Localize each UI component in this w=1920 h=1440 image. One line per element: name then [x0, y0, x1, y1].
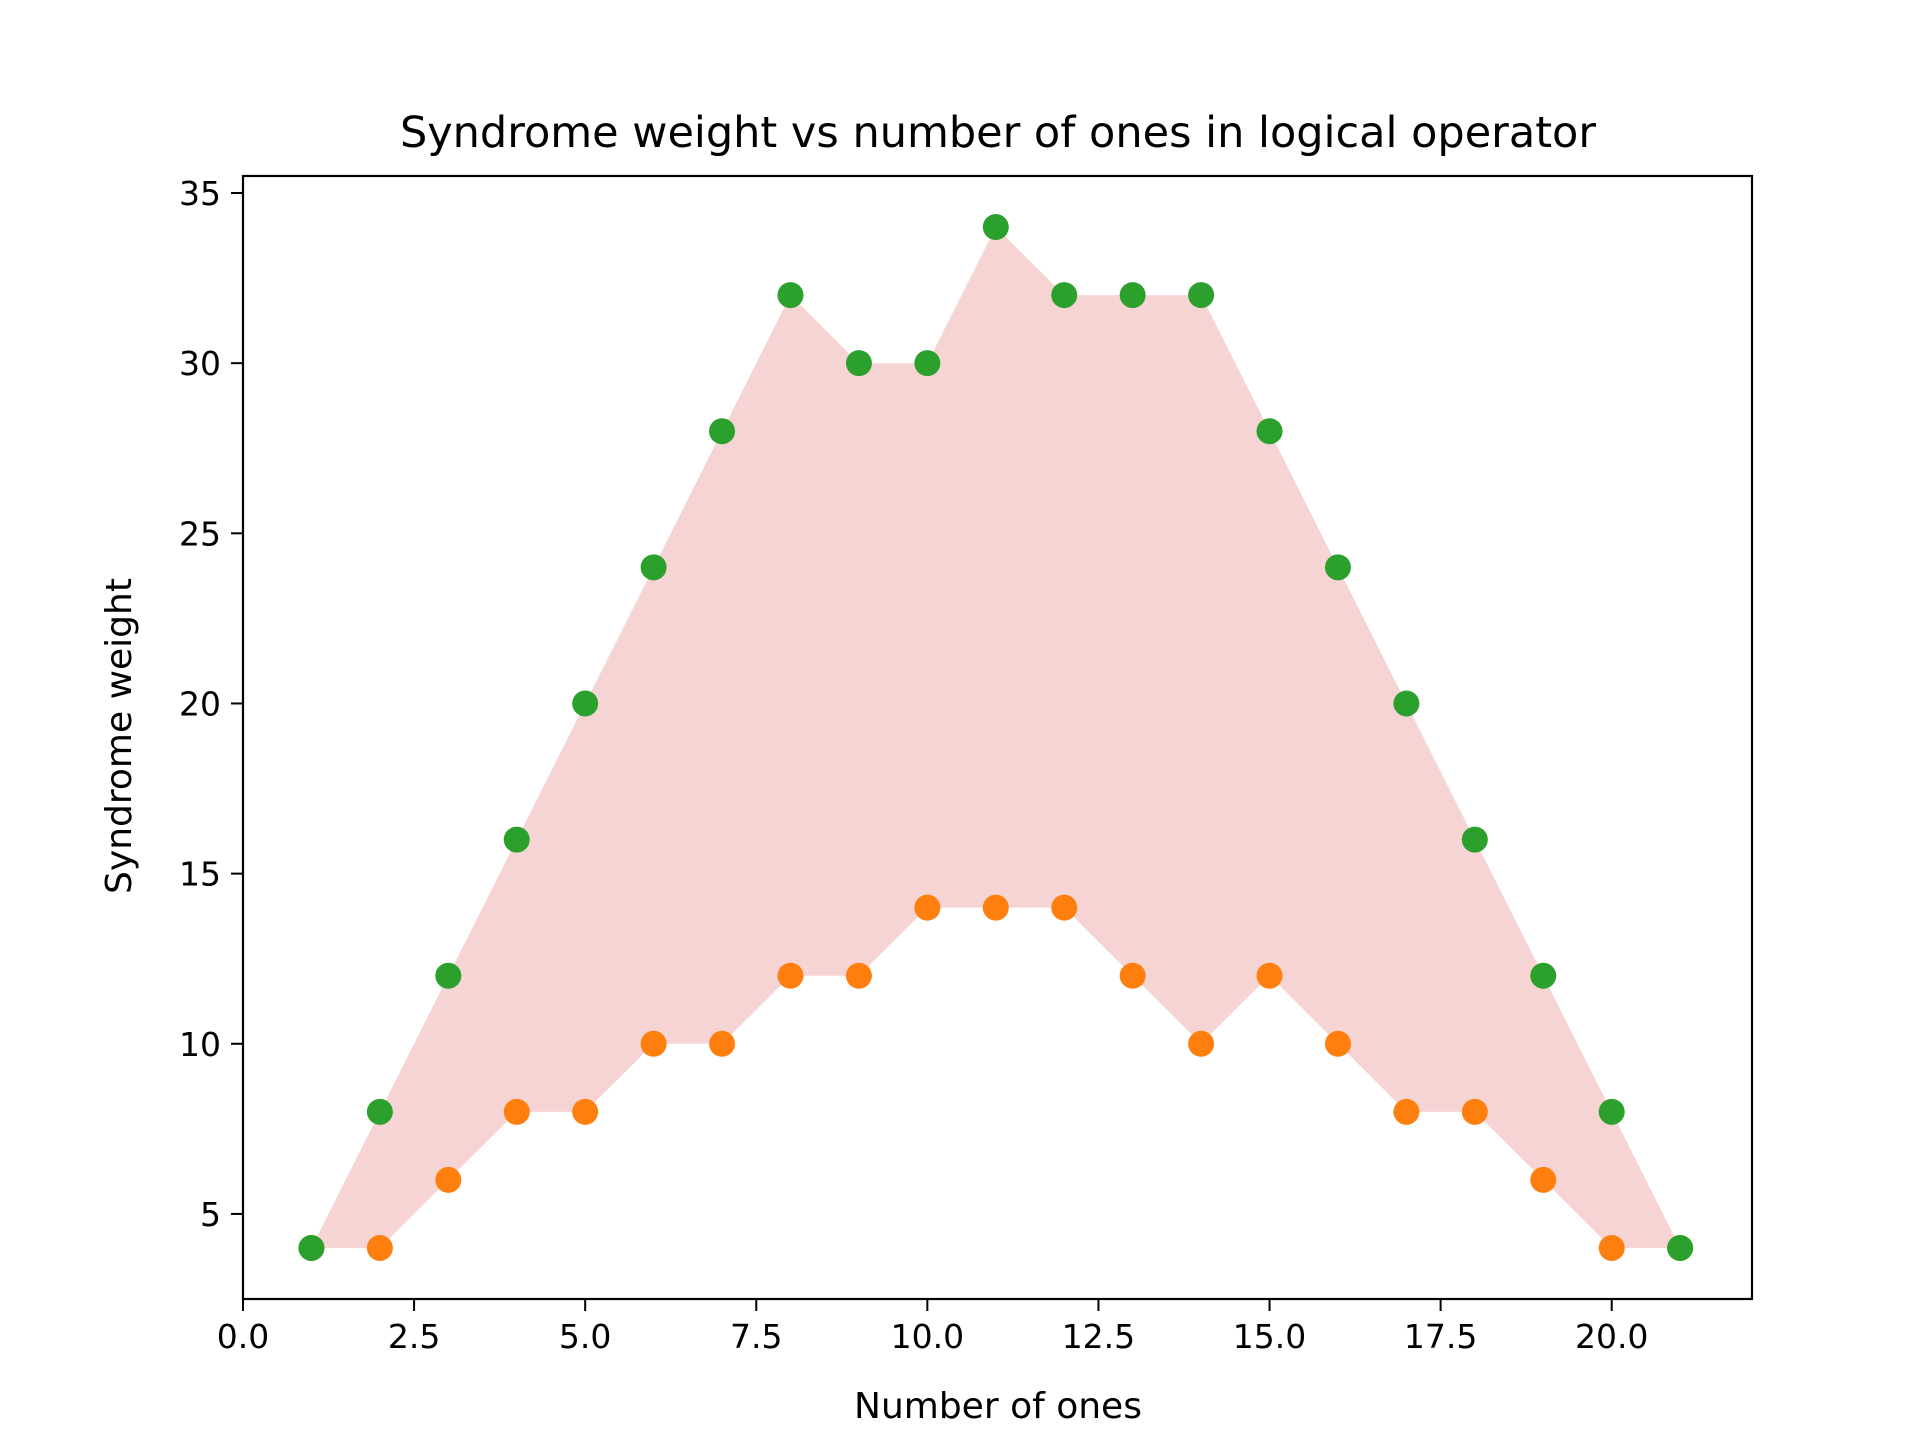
min-point — [1598, 1234, 1625, 1261]
max-point — [503, 826, 530, 853]
y-tick-label: 15 — [179, 855, 221, 894]
y-axis-label: Syndrome weight — [99, 578, 140, 894]
x-tick-label: 20.0 — [1575, 1317, 1648, 1356]
x-tick-label: 2.5 — [388, 1317, 440, 1356]
max-point — [777, 282, 804, 309]
min-point — [435, 1166, 462, 1193]
max-point — [845, 350, 872, 377]
min-point — [1393, 1098, 1420, 1125]
max-point — [1051, 282, 1078, 309]
min-series-points — [298, 894, 1694, 1261]
y-axis-ticks: 5 10 15 20 25 30 35 — [179, 174, 243, 1234]
max-point — [366, 1098, 393, 1125]
axes-frame — [241, 174, 1754, 1301]
y-tick-label: 5 — [200, 1195, 221, 1234]
fill-region-layer — [311, 227, 1681, 1248]
chart-title: Syndrome weight vs number of ones in log… — [400, 108, 1596, 158]
max-point — [1530, 962, 1557, 989]
max-series-points — [298, 214, 1694, 1261]
y-tick-label: 20 — [179, 684, 221, 723]
min-point — [1324, 1030, 1351, 1057]
min-point — [1256, 962, 1283, 989]
x-tick-label: 7.5 — [730, 1317, 782, 1356]
y-tick-label: 10 — [179, 1025, 221, 1064]
x-tick-label: 10.0 — [891, 1317, 964, 1356]
x-tick-label: 15.0 — [1233, 1317, 1306, 1356]
max-point — [1256, 418, 1283, 445]
fill-between-region — [311, 227, 1681, 1248]
max-point — [1461, 826, 1488, 853]
x-axis-label: Number of ones — [854, 1386, 1142, 1427]
y-tick-label: 35 — [179, 174, 221, 213]
max-point — [709, 418, 736, 445]
x-tick-label: 17.5 — [1404, 1317, 1477, 1356]
min-point — [640, 1030, 667, 1057]
min-point — [503, 1098, 530, 1125]
min-point — [1051, 894, 1078, 921]
max-point — [298, 1234, 325, 1261]
max-point — [435, 962, 462, 989]
min-point — [845, 962, 872, 989]
max-point — [1188, 282, 1215, 309]
max-point — [914, 350, 941, 377]
min-point — [366, 1234, 393, 1261]
x-axis-ticks: 0.0 2.5 5.0 7.5 10.0 12.5 15.0 17.5 20.0 — [217, 1299, 1648, 1356]
min-point — [1188, 1030, 1215, 1057]
min-point — [1119, 962, 1146, 989]
max-point — [982, 214, 1009, 241]
min-point — [914, 894, 941, 921]
plot-area — [241, 174, 1754, 1301]
min-point — [1461, 1098, 1488, 1125]
max-point — [572, 690, 599, 717]
max-point — [640, 554, 667, 581]
min-point — [777, 962, 804, 989]
max-point — [1119, 282, 1146, 309]
x-tick-label: 12.5 — [1062, 1317, 1135, 1356]
x-tick-label: 0.0 — [217, 1317, 269, 1356]
min-point — [709, 1030, 736, 1057]
x-tick-label: 5.0 — [559, 1317, 611, 1356]
min-point — [1530, 1166, 1557, 1193]
y-tick-label: 30 — [179, 344, 221, 383]
max-point — [1667, 1234, 1694, 1261]
min-point — [982, 894, 1009, 921]
y-tick-label: 25 — [179, 514, 221, 553]
max-point — [1598, 1098, 1625, 1125]
min-point — [572, 1098, 599, 1125]
max-point — [1393, 690, 1420, 717]
max-point — [1324, 554, 1351, 581]
